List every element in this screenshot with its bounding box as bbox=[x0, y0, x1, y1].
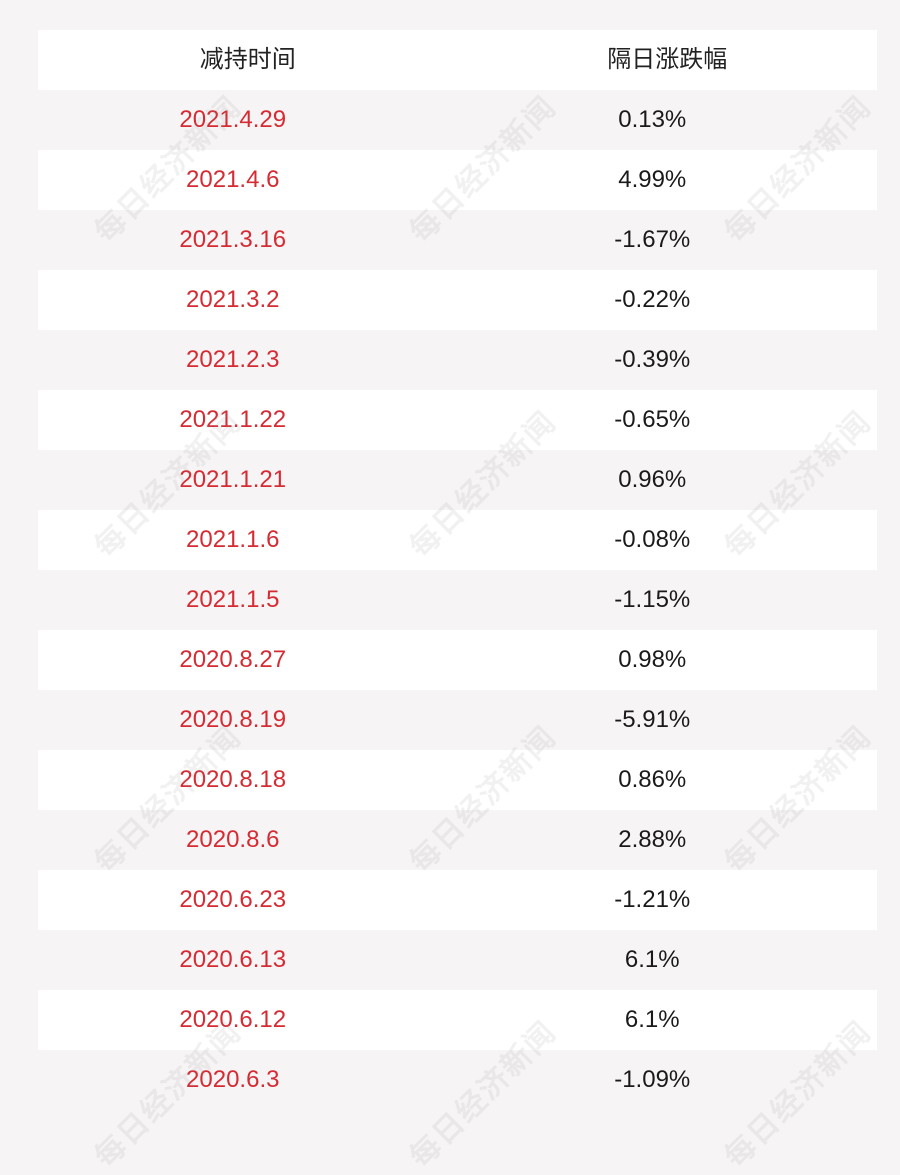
table-row: 2021.4.29 0.13% bbox=[38, 90, 877, 150]
date-cell: 2020.8.6 bbox=[186, 826, 280, 853]
date-cell: 2021.4.29 bbox=[179, 106, 287, 133]
change-cell: -0.39% bbox=[614, 346, 691, 373]
table-row: 2020.8.19 -5.91% bbox=[38, 690, 877, 750]
change-cell: -1.67% bbox=[614, 226, 691, 253]
change-cell: -0.65% bbox=[614, 406, 691, 433]
table-row: 2021.2.3 -0.39% bbox=[38, 330, 877, 390]
date-cell: 2021.3.16 bbox=[179, 226, 287, 253]
date-cell: 2021.1.6 bbox=[186, 526, 280, 553]
change-cell: 0.98% bbox=[618, 646, 687, 673]
date-cell: 2021.2.3 bbox=[186, 346, 280, 373]
change-cell: -1.21% bbox=[614, 886, 691, 913]
change-cell: -1.15% bbox=[614, 586, 691, 613]
table-row: 2020.8.27 0.98% bbox=[38, 630, 877, 690]
header-reduction-date: 减持时间 bbox=[199, 46, 296, 73]
change-cell: -0.22% bbox=[614, 286, 691, 313]
change-cell: -0.08% bbox=[614, 526, 691, 553]
table-row: 2021.1.6 -0.08% bbox=[38, 510, 877, 570]
change-cell: 4.99% bbox=[618, 166, 687, 193]
date-cell: 2020.6.3 bbox=[186, 1066, 280, 1093]
table-row: 2021.1.5 -1.15% bbox=[38, 570, 877, 630]
table-row: 2020.8.18 0.86% bbox=[38, 750, 877, 810]
change-cell: -5.91% bbox=[614, 706, 691, 733]
table-row: 2020.6.23 -1.21% bbox=[38, 870, 877, 930]
date-cell: 2020.8.19 bbox=[179, 706, 287, 733]
table-row: 2020.6.13 6.1% bbox=[38, 930, 877, 990]
table-row: 2021.3.16 -1.67% bbox=[38, 210, 877, 270]
change-cell: 0.96% bbox=[618, 466, 687, 493]
date-cell: 2021.1.5 bbox=[186, 586, 280, 613]
date-cell: 2020.8.18 bbox=[179, 766, 287, 793]
table-row: 2021.4.6 4.99% bbox=[38, 150, 877, 210]
change-cell: -1.09% bbox=[614, 1066, 691, 1093]
change-cell: 0.13% bbox=[618, 106, 687, 133]
date-cell: 2020.6.12 bbox=[179, 1006, 287, 1033]
table-header: 减持时间 隔日涨跌幅 bbox=[38, 30, 877, 90]
change-cell: 6.1% bbox=[624, 946, 680, 973]
date-cell: 2021.1.21 bbox=[179, 466, 287, 493]
table-row: 2020.6.12 6.1% bbox=[38, 990, 877, 1050]
table-row: 2020.8.6 2.88% bbox=[38, 810, 877, 870]
date-cell: 2021.1.22 bbox=[179, 406, 287, 433]
change-cell: 0.86% bbox=[618, 766, 687, 793]
table-row: 2021.3.2 -0.22% bbox=[38, 270, 877, 330]
date-cell: 2020.8.27 bbox=[179, 646, 287, 673]
date-cell: 2020.6.13 bbox=[179, 946, 287, 973]
date-cell: 2021.4.6 bbox=[186, 166, 280, 193]
date-cell: 2021.3.2 bbox=[186, 286, 280, 313]
date-cell: 2020.6.23 bbox=[179, 886, 287, 913]
table-row: 2020.6.3 -1.09% bbox=[38, 1050, 877, 1110]
table-row: 2021.1.21 0.96% bbox=[38, 450, 877, 510]
header-next-day-change: 隔日涨跌幅 bbox=[607, 46, 728, 73]
table-row: 2021.1.22 -0.65% bbox=[38, 390, 877, 450]
data-table: 减持时间 隔日涨跌幅 2021.4.29 0.13% 2021.4.6 4.99… bbox=[38, 30, 877, 1110]
change-cell: 2.88% bbox=[618, 826, 687, 853]
change-cell: 6.1% bbox=[624, 1006, 680, 1033]
